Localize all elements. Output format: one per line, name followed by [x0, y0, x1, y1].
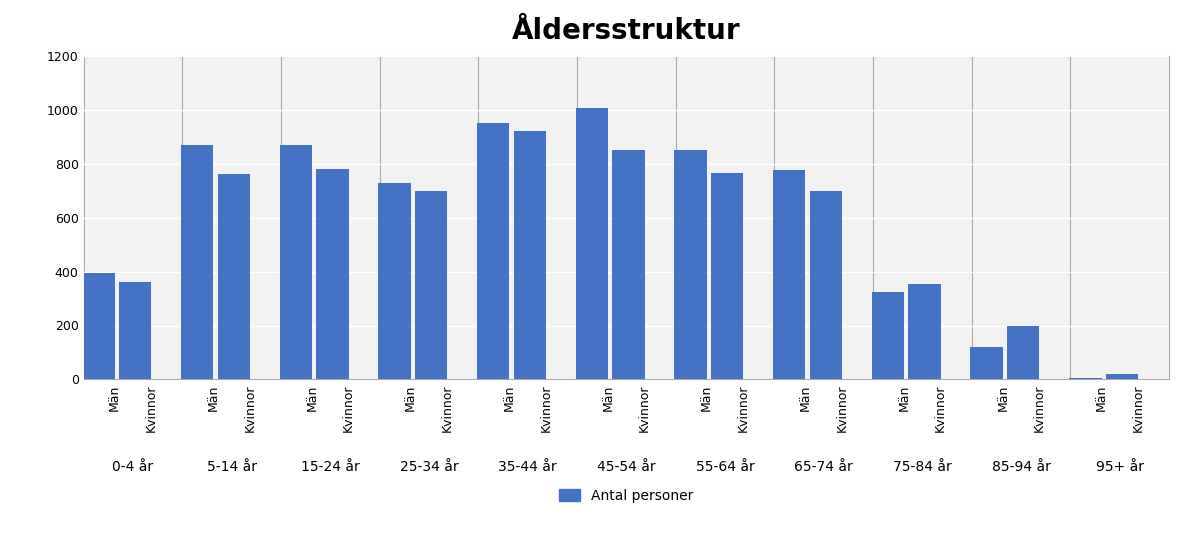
Text: 25-34 år: 25-34 år	[400, 460, 458, 474]
Text: 0-4 år: 0-4 år	[112, 460, 154, 474]
Bar	[514, 131, 546, 379]
Bar	[674, 150, 706, 379]
Bar	[217, 175, 249, 379]
Bar	[872, 292, 904, 379]
Text: 55-64 år: 55-64 år	[696, 460, 754, 474]
Bar	[810, 191, 842, 379]
Bar	[181, 145, 214, 379]
Bar	[711, 173, 743, 379]
Bar	[1007, 325, 1039, 379]
Bar	[1069, 378, 1101, 379]
Bar	[576, 108, 608, 379]
Bar	[316, 169, 348, 379]
Bar	[908, 283, 941, 379]
Text: 15-24 år: 15-24 år	[301, 460, 359, 474]
Text: 65-74 år: 65-74 år	[795, 460, 853, 474]
Bar	[612, 150, 644, 379]
Bar	[773, 170, 805, 379]
Text: 35-44 år: 35-44 år	[499, 460, 557, 474]
Text: 75-84 år: 75-84 år	[894, 460, 952, 474]
Bar	[279, 145, 311, 379]
Bar	[82, 273, 115, 379]
Bar	[119, 282, 152, 379]
Text: 45-54 år: 45-54 år	[596, 460, 656, 474]
Text: 95+ år: 95+ år	[1096, 460, 1144, 474]
Title: Åldersstruktur: Åldersstruktur	[512, 17, 741, 45]
Text: 85-94 år: 85-94 år	[991, 460, 1051, 474]
Bar	[970, 347, 1003, 379]
Bar	[1106, 374, 1138, 379]
Bar	[477, 123, 509, 379]
Bar	[378, 182, 410, 379]
Text: 5-14 år: 5-14 år	[206, 460, 256, 474]
Bar	[415, 191, 447, 379]
Legend: Antal personer: Antal personer	[554, 483, 699, 508]
